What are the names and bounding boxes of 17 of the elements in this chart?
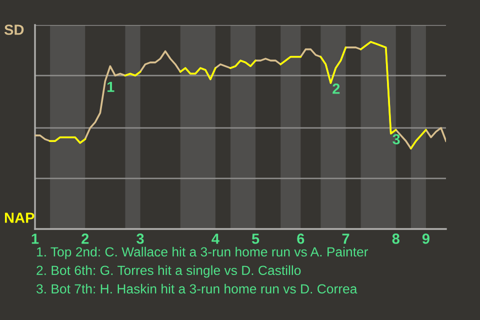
x-tick-label: 9 bbox=[422, 234, 430, 244]
x-tick-label: 7 bbox=[342, 234, 350, 244]
text: 2. Bot 6th: G. Torres hit a single vs D. Castillo bbox=[36, 265, 301, 278]
annotation: 1 bbox=[107, 82, 114, 92]
text: 3. Bot 7th: H. Haskin hit a 3-run home run vs D. Correa bbox=[36, 284, 358, 294]
text: NAP bbox=[4, 212, 34, 223]
x-tick-label: 1 bbox=[32, 234, 39, 244]
x-tick-label: 4 bbox=[212, 234, 220, 244]
x-tick-label: 5 bbox=[252, 234, 260, 244]
text: 1. Top 2nd: C. Wallace hit a 3-run home run vs A. Painter bbox=[37, 246, 368, 260]
x-tick-label: 6 bbox=[297, 234, 304, 244]
annotation: 3 bbox=[392, 134, 400, 144]
text: SD bbox=[4, 24, 24, 35]
x-tick-label: 3 bbox=[136, 234, 144, 244]
x-tick-label: 8 bbox=[392, 234, 400, 244]
x-tick-label: 2 bbox=[82, 234, 89, 244]
annotation: 2 bbox=[332, 84, 340, 94]
